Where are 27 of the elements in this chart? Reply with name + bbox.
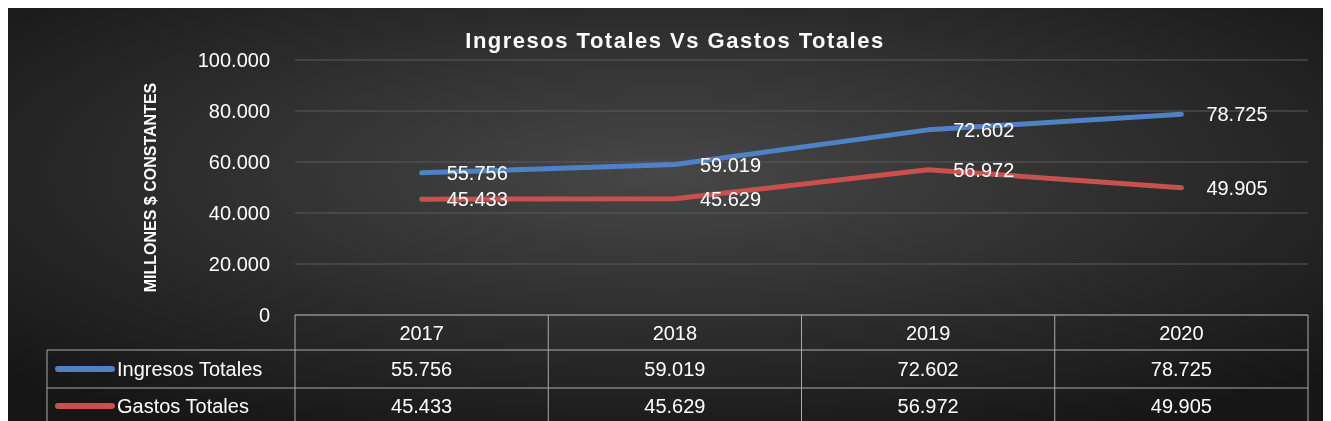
y-axis-title: MILLONES $ CONSTANTES <box>142 82 159 293</box>
data-label: 56.972 <box>897 395 959 417</box>
x-tick-label: 2018 <box>652 321 698 344</box>
data-label: 45.629 <box>644 395 706 417</box>
y-tick-label: 100.000 <box>197 49 270 71</box>
x-tick-label: 2020 <box>1159 321 1204 344</box>
text: 45.433 <box>446 188 508 211</box>
y-tick-label: 80.000 <box>208 100 270 122</box>
legend-label: Ingresos Totales <box>117 358 263 380</box>
legend-label: Gastos Totales <box>117 395 249 417</box>
x-tick-label: 2017 <box>399 321 444 344</box>
data-label: 49.905 <box>1150 395 1212 417</box>
text: 59.019 <box>699 153 762 176</box>
data-label: 78.725 <box>1150 358 1212 380</box>
data-label: 59.019 <box>644 358 706 380</box>
chart-title: Ingresos Totales Vs Gastos Totales <box>465 28 885 53</box>
text: 45.629 <box>699 187 762 210</box>
text: 49.905 <box>1206 176 1268 199</box>
data-label: 55.756 <box>391 358 453 380</box>
y-tick-label: 40.000 <box>208 202 270 224</box>
y-tick-label: 20.000 <box>208 253 270 275</box>
data-label: 45.433 <box>391 395 453 417</box>
y-tick-label: 60.000 <box>208 151 270 173</box>
y-tick-label: 0 <box>258 304 270 326</box>
text: 78.725 <box>1206 103 1268 126</box>
x-tick-label: 2019 <box>905 321 951 344</box>
data-label: 72.602 <box>897 358 959 380</box>
